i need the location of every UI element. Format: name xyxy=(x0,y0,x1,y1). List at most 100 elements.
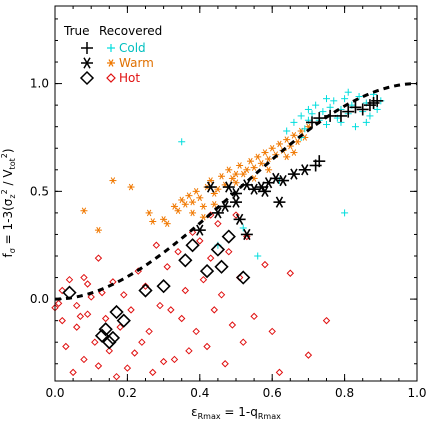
y-axis-label-tot-sup: 2 xyxy=(0,153,9,158)
warm-true-point-d2 xyxy=(243,228,251,241)
hot-recovered-point-shape xyxy=(123,364,132,372)
hot-recovered-point xyxy=(101,314,110,323)
hot-recovered-point-shape xyxy=(268,327,276,336)
warm-recovered-point xyxy=(174,207,182,215)
cold-true-point xyxy=(306,116,319,129)
hot-recovered-point-shape xyxy=(185,347,193,355)
hot-recovered-point xyxy=(130,349,139,357)
x-tick-label: 0.0 xyxy=(45,386,64,400)
hot-recovered-point xyxy=(225,247,233,256)
hot-recovered-point xyxy=(275,368,284,377)
warm-true-point xyxy=(193,224,206,236)
hot-true-point xyxy=(94,328,110,343)
warm-recovered-point-d2 xyxy=(233,170,239,178)
hot-recovered-point-shape xyxy=(217,291,226,299)
y-tick-label: 0.5 xyxy=(30,184,49,198)
warm-recovered-point xyxy=(239,170,247,178)
cold-recovered-point xyxy=(362,118,370,126)
cold-recovered-point xyxy=(330,97,338,105)
hot-recovered-point-shape xyxy=(101,314,110,323)
warm-recovered-point xyxy=(189,198,197,206)
warm-recovered-point xyxy=(265,166,273,174)
hot-true-point xyxy=(98,322,113,337)
cold-true-point xyxy=(342,105,355,118)
hot-recovered-point-shape xyxy=(141,282,150,290)
hot-recovered-point xyxy=(120,291,128,299)
hot-recovered-point-shape xyxy=(91,338,99,346)
x-axis-label: εRmax = 1-qRmax xyxy=(191,405,281,421)
hot-recovered-point xyxy=(156,301,164,310)
hot-recovered-point-shape xyxy=(167,306,175,314)
warm-recovered-point-d2 xyxy=(291,132,297,139)
hot-recovered-point-shape xyxy=(130,349,139,357)
x-tick-label: 0.2 xyxy=(118,386,137,400)
y-axis-label: fσ = 1-3(σz2 / Vtot2) xyxy=(0,148,17,257)
hot-recovered-point-shape xyxy=(152,241,161,249)
hot-recovered-point-shape xyxy=(69,368,77,377)
warm-true-point xyxy=(258,185,271,197)
warm-true-point xyxy=(219,200,232,213)
warm-recovered-point xyxy=(250,164,258,171)
hot-true-point xyxy=(178,253,193,268)
y-axis-label-f: f xyxy=(1,253,15,258)
hot-recovered-point-shape xyxy=(83,280,92,288)
warm-recovered-point-d2 xyxy=(233,179,239,187)
warm-recovered-point-d2 xyxy=(146,209,152,217)
warm-recovered-point-d2 xyxy=(183,200,188,208)
hot-recovered-point-shape xyxy=(149,368,157,377)
warm-recovered-point xyxy=(178,196,186,204)
hot-true-point-shape xyxy=(98,322,113,337)
hot-recovered-point xyxy=(196,237,204,245)
warm-recovered-point xyxy=(294,138,302,146)
y-axis-label-z-sup: 2 xyxy=(0,189,9,194)
hot-recovered-point-shape xyxy=(73,301,81,310)
warm-recovered-point-d2 xyxy=(197,194,202,202)
warm-true-point xyxy=(204,181,217,193)
warm-recovered-point xyxy=(207,177,215,184)
warm-recovered-point-d2 xyxy=(201,213,206,221)
warm-recovered-point xyxy=(236,162,244,169)
hot-recovered-point-shape xyxy=(170,355,179,364)
warm-recovered-point xyxy=(145,209,153,217)
cold-true-point xyxy=(371,94,384,107)
y-axis-label-f-sub: σ xyxy=(8,248,17,253)
warm-recovered-point-d2 xyxy=(284,153,289,161)
legend-true-plus xyxy=(81,42,93,54)
y-axis-label-part2: / V xyxy=(1,169,15,190)
hot-recovered-point xyxy=(221,360,229,368)
hot-recovered-point xyxy=(170,355,179,364)
warm-recovered-point-d2 xyxy=(291,149,297,156)
hot-true-point-shape xyxy=(156,279,171,294)
warm-recovered-point xyxy=(246,157,254,165)
hot-recovered-point xyxy=(185,347,193,355)
warm-recovered-point xyxy=(196,194,204,202)
warm-true-point-d2 xyxy=(232,196,240,208)
hot-recovered-point xyxy=(210,306,218,314)
warm-true-point xyxy=(273,196,286,208)
warm-recovered-point-d2 xyxy=(128,183,134,191)
hot-recovered-point xyxy=(250,312,258,321)
hot-recovered-point xyxy=(73,323,81,331)
x-tick-label: 0.8 xyxy=(335,386,354,400)
warm-recovered-point xyxy=(268,144,276,152)
hot-true-point-shape xyxy=(109,304,124,320)
y-tick-label: 0.0 xyxy=(30,292,49,306)
hot-recovered-point-shape xyxy=(62,342,70,351)
cold-true-point xyxy=(313,155,326,168)
hot-true-point-shape xyxy=(214,259,229,274)
legend: True Recovered Cold Warm Hot xyxy=(63,24,162,86)
legend-recovered-diamond-shape xyxy=(106,73,116,83)
hot-recovered-point-shape xyxy=(76,312,85,321)
warm-recovered-point-d2 xyxy=(255,153,260,161)
hot-recovered-point xyxy=(232,211,240,219)
hot-recovered-point-shape xyxy=(98,288,106,297)
hot-recovered-point-shape xyxy=(177,314,186,323)
hot-true-point-shape xyxy=(199,263,215,279)
hot-recovered-point-shape xyxy=(214,219,222,228)
warm-true-point xyxy=(277,174,290,187)
hot-recovered-point-shape xyxy=(112,372,121,381)
warm-recovered-point xyxy=(80,207,88,215)
hot-true-point xyxy=(199,263,215,279)
hot-recovered-point xyxy=(87,293,95,301)
warm-recovered-point xyxy=(243,166,251,174)
